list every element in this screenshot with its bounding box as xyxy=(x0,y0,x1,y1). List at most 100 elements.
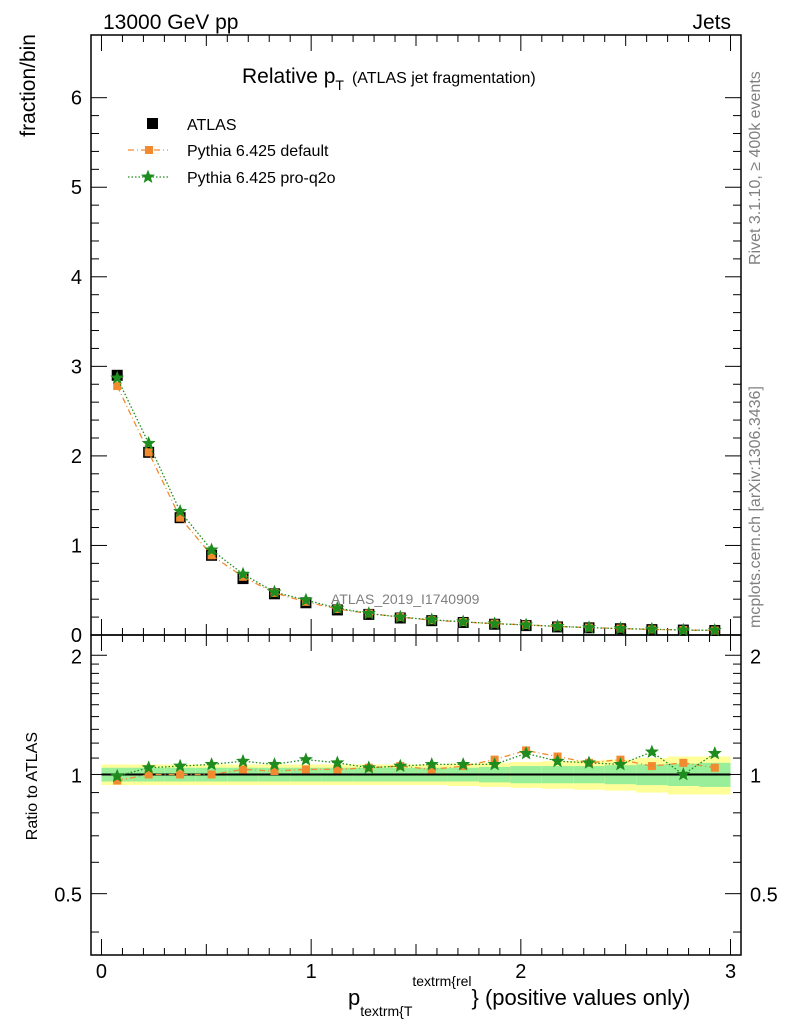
ratio-default-point xyxy=(239,765,248,774)
ratio-proq2o-point xyxy=(393,758,408,773)
ratio-proq2o-point xyxy=(707,746,722,760)
proq2o-point xyxy=(581,620,596,634)
chart-title-sub: T xyxy=(335,77,344,93)
ratio-default-point xyxy=(679,758,688,767)
proq2o-point xyxy=(487,616,502,630)
proq2o-point xyxy=(456,614,471,628)
legend-label-atlas: ATLAS xyxy=(187,117,237,134)
ratio-default-line xyxy=(117,749,715,782)
legend-marker-atlas xyxy=(147,118,158,129)
x-axis-label-sup: textrm{rel xyxy=(412,973,471,989)
main-ytick-label: 3 xyxy=(71,356,82,378)
ratio-default-point xyxy=(647,762,656,771)
ratio-proq2o-point xyxy=(173,758,188,773)
ratio-proq2o-line xyxy=(117,751,716,777)
ratio-proq2o-point xyxy=(644,744,659,758)
proq2o-point xyxy=(361,606,376,620)
proq2o-point xyxy=(519,617,534,631)
ratio-default-point xyxy=(710,763,719,772)
main-axis-ticks: 0 1 2 3 4 5 6 xyxy=(71,35,741,955)
ratio-proq2o-point xyxy=(361,760,376,774)
main-series-layer xyxy=(110,369,722,637)
proq2o-point xyxy=(613,621,628,635)
ratio-proq2o-point xyxy=(267,757,282,771)
ratio-series-layer xyxy=(110,744,722,785)
legend-marker-default xyxy=(145,146,153,154)
ratio-default-point xyxy=(207,770,216,779)
ratio-proq2o-point xyxy=(110,768,125,783)
proq2o-line xyxy=(116,377,715,631)
ratio-proq2o-point xyxy=(676,767,691,781)
ratio-proq2o-point xyxy=(456,757,471,771)
ratio-default-point xyxy=(427,765,436,774)
proq2o-point xyxy=(676,622,691,637)
analysis-watermark: ATLAS_2019_I1740909 xyxy=(331,591,480,607)
ratio-xtick-label: 2 xyxy=(515,961,526,983)
ratio-proq2o-point xyxy=(424,757,439,771)
mcplots-label: mcplots.cern.ch [arXiv:1306.3436] xyxy=(747,386,764,628)
ratio-ytick-label-right: 2 xyxy=(750,646,761,668)
proq2o-point xyxy=(707,622,722,637)
default-point xyxy=(113,382,122,391)
ratio-plot-frame xyxy=(90,634,742,956)
ratio-ytick-label: 1 xyxy=(71,765,82,787)
chart-title: Relative pT (ATLAS jet fragmentation) xyxy=(242,65,536,93)
ratio-proq2o-point xyxy=(330,755,345,769)
x-axis-label-main: p xyxy=(348,985,360,1010)
ratio-proq2o-point xyxy=(613,757,628,771)
ratio-default-point xyxy=(144,770,153,779)
proq2o-point xyxy=(204,542,219,556)
legend-label-proq2o: Pythia 6.425 pro-q2o xyxy=(187,170,336,187)
ratio-proq2o-point xyxy=(581,755,596,769)
proq2o-point xyxy=(110,370,125,384)
main-ytick-label: 6 xyxy=(71,88,82,110)
proq2o-point xyxy=(424,612,439,626)
ratio-default-point xyxy=(176,770,185,779)
ratio-proq2o-point xyxy=(550,753,565,768)
main-ytick-label: 4 xyxy=(71,267,82,289)
proq2o-point xyxy=(236,566,251,581)
default-point xyxy=(176,513,185,522)
ratio-xtick-label: 3 xyxy=(725,961,736,983)
ratio-proq2o-point xyxy=(204,757,219,771)
ratio-ytick-label: 0.5 xyxy=(54,885,82,907)
legend: ATLAS Pythia 6.425 default Pythia 6.425 … xyxy=(128,117,336,187)
header-right: Jets xyxy=(692,11,731,34)
legend-label-default: Pythia 6.425 default xyxy=(187,143,329,160)
main-ytick-label: 5 xyxy=(71,177,82,199)
x-axis-label-tail: } (positive values only) xyxy=(472,985,691,1010)
proq2o-point xyxy=(393,609,408,624)
proq2o-point xyxy=(644,621,659,636)
ratio-proq2o-point xyxy=(298,752,313,766)
ratio-default-point xyxy=(333,765,342,774)
ratio-ytick-label-right: 0.5 xyxy=(750,885,778,907)
ratio-xtick-label: 0 xyxy=(96,961,107,983)
main-ytick-label: 2 xyxy=(71,446,82,468)
ratio-ytick-label: 2 xyxy=(71,646,82,668)
main-ylabel: fraction/bin xyxy=(17,34,40,137)
proq2o-point xyxy=(267,584,282,598)
x-axis-label: ptextrm{T textrm{rel} (positive values on… xyxy=(348,973,690,1019)
rivet-label: Rivet 3.1.10, ≥ 400k events xyxy=(747,71,764,265)
ratio-axis-ticks: 0.5 0.5 1 1 2 2 0 1 2 3 xyxy=(54,646,778,983)
header-left: 13000 GeV pp xyxy=(103,11,238,34)
ratio-ytick-label-right: 1 xyxy=(750,765,761,787)
proq2o-point xyxy=(173,504,188,518)
ratio-xtick-label: 1 xyxy=(306,961,317,983)
x-axis-label-sub: textrm{T xyxy=(360,1003,413,1019)
proq2o-point xyxy=(330,600,345,615)
proq2o-point xyxy=(141,435,156,450)
main-ytick-label: 1 xyxy=(71,535,82,557)
proq2o-point xyxy=(550,619,565,633)
ratio-proq2o-point xyxy=(519,746,534,760)
ratio-proq2o-point xyxy=(236,753,251,768)
ratio-ylabel: Ratio to ATLAS xyxy=(24,732,41,840)
ratio-proq2o-point xyxy=(141,760,156,774)
main-ytick-label: 0 xyxy=(71,625,82,647)
ratio-default-point xyxy=(270,767,279,776)
default-point xyxy=(207,551,216,560)
ratio-proq2o-point xyxy=(487,757,502,771)
ratio-default-point xyxy=(113,776,122,785)
chart-title-main: Relative p xyxy=(242,65,335,88)
